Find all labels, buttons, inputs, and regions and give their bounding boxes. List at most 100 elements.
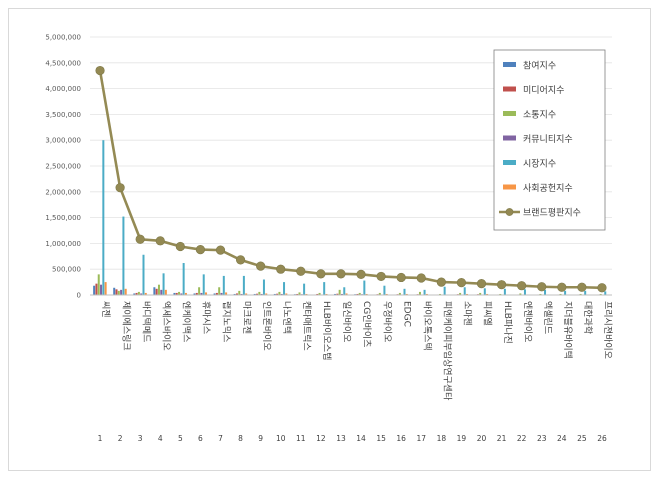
bar (564, 290, 567, 295)
x-index-label: 2 (118, 434, 123, 443)
bar (113, 287, 116, 295)
y-tick-label: 4,000,000 (45, 85, 81, 93)
bar (258, 291, 261, 295)
bar (142, 254, 145, 295)
reputation-point (597, 283, 607, 293)
y-tick-label: 500,000 (52, 266, 81, 274)
bar (483, 288, 486, 295)
bar (398, 292, 401, 295)
legend-label: 참여지수 (523, 60, 556, 72)
bar (280, 293, 283, 295)
x-category: 엑셀린드 23 (537, 301, 554, 443)
bar (323, 282, 326, 295)
x-category-label: HLB파나진 (502, 301, 513, 344)
bar (276, 293, 279, 295)
y-tick-label: 2,000,000 (45, 188, 81, 196)
bar (343, 287, 346, 295)
x-category: EDGC 16 (396, 301, 411, 443)
x-category: 지더블유바이텍 24 (557, 301, 573, 443)
bar (278, 291, 281, 295)
bar (233, 293, 236, 295)
bar (144, 292, 147, 295)
bar (160, 289, 163, 295)
bar (137, 291, 140, 295)
x-category-label: 엑세스바이오 (160, 301, 172, 351)
bar (425, 293, 428, 295)
y-tick-label: 0 (77, 292, 81, 300)
bar (579, 293, 582, 295)
bar (316, 293, 319, 295)
x-category: 피씨엘 20 (477, 301, 493, 443)
bar (499, 293, 502, 295)
x-index-label: 23 (537, 434, 547, 443)
legend-swatch (503, 86, 516, 92)
y-tick-label: 1,500,000 (45, 214, 81, 222)
x-category-label: 엔케이맥스 (181, 301, 192, 342)
x-index-label: 6 (198, 434, 203, 443)
reputation-point (95, 65, 105, 76)
bar (423, 289, 426, 295)
bar (584, 290, 587, 295)
x-category: 나노엔텍 10 (276, 301, 292, 443)
reputation-point (557, 282, 567, 292)
bar (325, 293, 328, 295)
bar (503, 288, 506, 295)
x-category: 제이에스링크 2 (118, 301, 133, 443)
bar (102, 140, 105, 295)
bar (459, 292, 462, 295)
bar (120, 289, 123, 295)
x-index-label: 21 (497, 434, 507, 443)
reputation-point (476, 279, 487, 289)
bar (358, 292, 361, 295)
bar (235, 293, 238, 295)
x-category: HLB파나진 21 (497, 301, 513, 443)
reputation-point (517, 281, 527, 291)
legend-swatch-marker (505, 208, 514, 216)
x-category: 엔케이맥스 5 (178, 301, 192, 443)
bar (140, 293, 143, 295)
bar (184, 292, 187, 295)
bar (466, 293, 469, 295)
reputation-point (256, 261, 266, 271)
x-category: CG인바이츠 14 (356, 301, 372, 443)
bar (153, 287, 156, 295)
y-axis: 0 500,000 1,000,000 1,500,000 2,000,000 2,500… (45, 34, 81, 300)
x-category: 엑세스바이오 4 (158, 301, 173, 443)
bar (523, 289, 526, 295)
x-index-label: 22 (517, 434, 527, 443)
x-category-label: 인트론바이오 (261, 301, 272, 351)
bar (162, 273, 165, 295)
legend-label: 시장지수 (523, 159, 556, 170)
x-category: 바이오톡스텍 17 (416, 301, 432, 443)
x-category-label: 엑셀린드 (542, 301, 554, 334)
legend-label: 미디어지수 (523, 85, 564, 96)
reputation-point (195, 244, 206, 255)
bar (285, 293, 288, 295)
x-category-label: 프리시젼바이오 (602, 301, 614, 359)
x-index-label: 13 (336, 434, 346, 443)
reputation-point (436, 277, 446, 287)
x-category: 켄타매트릭스 11 (296, 301, 313, 443)
y-tick-label: 3,000,000 (45, 137, 81, 145)
reputation-point (336, 269, 346, 279)
bar (122, 216, 125, 295)
x-index-label: 10 (276, 434, 286, 443)
bar (559, 293, 562, 295)
bar (225, 292, 228, 295)
bar (100, 284, 103, 295)
bar (157, 284, 160, 295)
x-category-label: 일신바이오 (341, 301, 352, 342)
legend-swatch (503, 160, 516, 165)
legend-swatch (503, 135, 516, 141)
x-category-label: 바디텍메드 (140, 301, 151, 342)
x-category: 휴마시스 6 (198, 301, 212, 443)
bar (245, 293, 248, 295)
reputation-point (316, 269, 326, 279)
bar (378, 292, 381, 295)
bar (336, 293, 339, 295)
y-tick-label: 3,500,000 (45, 111, 81, 119)
reputation-point (235, 255, 246, 265)
bar (240, 293, 243, 295)
bar (93, 285, 96, 295)
